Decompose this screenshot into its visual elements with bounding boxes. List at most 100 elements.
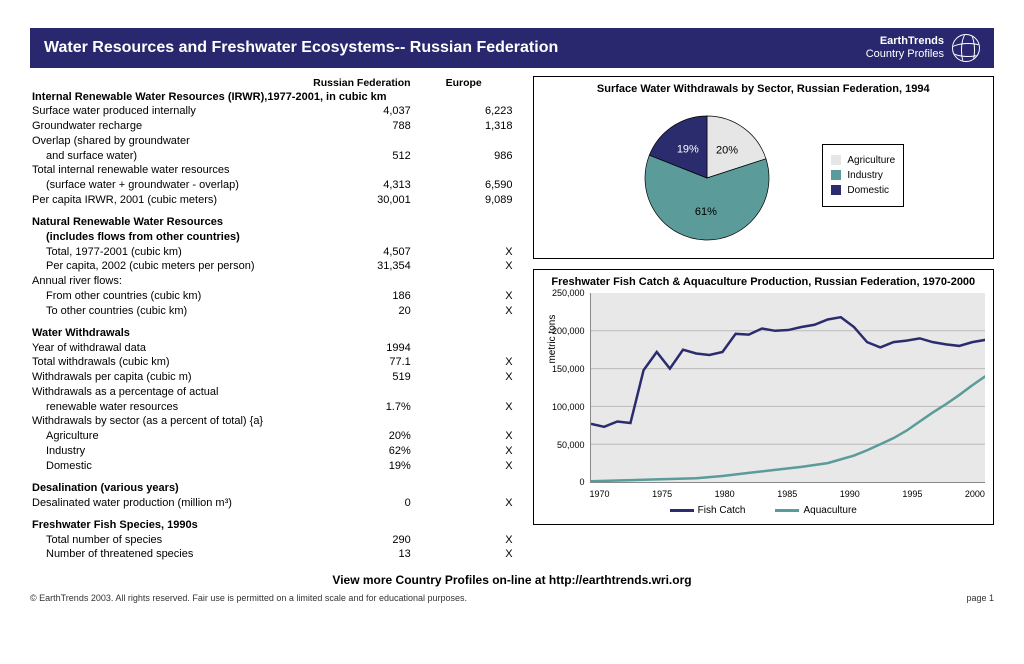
cell: 31,354 (311, 260, 413, 275)
cell: 6,590 (413, 179, 515, 194)
footer-text: View more Country Profiles on-line at (332, 573, 549, 587)
cell: 519 (311, 371, 413, 386)
section-desal: Desalination (various years) (30, 474, 515, 496)
row-label: Total, 1977-2001 (cubic km) (30, 245, 311, 260)
brand-line1: EarthTrends (866, 35, 944, 48)
cell: X (413, 496, 515, 511)
cell: X (413, 245, 515, 260)
row-label: Desalinated water production (million m³… (30, 496, 311, 511)
row-label: Withdrawals as a percentage of actual (30, 385, 311, 400)
row-label: Groundwater recharge (30, 120, 311, 135)
cell: 20 (311, 304, 413, 319)
subhead: (includes flows from other countries) (30, 230, 515, 245)
data-table-region: Russian Federation Europe Internal Renew… (30, 76, 515, 563)
cell: 1,318 (413, 120, 515, 135)
cell: 290 (311, 533, 413, 548)
pie-chart: 20% 61% 19% (622, 100, 792, 250)
cell: X (413, 459, 515, 474)
section-natural: Natural Renewable Water Resources (30, 208, 515, 230)
legend-label: Domestic (847, 185, 889, 196)
row-label: Surface water produced internally (30, 105, 311, 120)
row-label: Per capita IRWR, 2001 (cubic meters) (30, 193, 311, 208)
copyright-text: © EarthTrends 2003. All rights reserved.… (30, 593, 467, 603)
cell: 4,037 (311, 105, 413, 120)
stats-table: Russian Federation Europe Internal Renew… (30, 76, 515, 563)
line-chart-legend: Fish Catch Aquaculture (542, 505, 985, 516)
cell: 30,001 (311, 193, 413, 208)
page-title: Water Resources and Freshwater Ecosystem… (44, 39, 558, 57)
svg-text:19%: 19% (677, 144, 699, 156)
cell: X (413, 289, 515, 304)
section-fish: Freshwater Fish Species, 1990s (30, 511, 515, 533)
cell: X (413, 533, 515, 548)
footer-link[interactable]: http://earthtrends.wri.org (549, 573, 692, 587)
cell: X (413, 400, 515, 415)
cell: X (413, 371, 515, 386)
legend-swatch-fishcatch (670, 509, 694, 512)
cell: 0 (311, 496, 413, 511)
cell: 9,089 (413, 193, 515, 208)
cell: 13 (311, 548, 413, 563)
cell: X (413, 430, 515, 445)
line-chart-svg (591, 293, 985, 482)
cell: X (413, 260, 515, 275)
globe-icon (952, 34, 980, 62)
row-label: Annual river flows: (30, 275, 311, 290)
svg-text:61%: 61% (695, 206, 717, 218)
legend-swatch-domestic (831, 185, 841, 195)
line-chart-plot: metric tons 050,000100,000150,000200,000… (590, 293, 985, 483)
row-label: To other countries (cubic km) (30, 304, 311, 319)
cell: 512 (311, 149, 413, 164)
legend-swatch-industry (831, 170, 841, 180)
cell: X (413, 356, 515, 371)
row-label: renewable water resources (30, 400, 311, 415)
pie-chart-title: Surface Water Withdrawals by Sector, Rus… (542, 83, 985, 96)
cell: 77.1 (311, 356, 413, 371)
line-chart-title: Freshwater Fish Catch & Aquaculture Prod… (542, 276, 985, 289)
cell: 19% (311, 459, 413, 474)
legend-label: Aquaculture (803, 505, 856, 516)
row-label: Total number of species (30, 533, 311, 548)
brand-block: EarthTrends Country Profiles (866, 34, 980, 62)
row-label: Agriculture (30, 430, 311, 445)
row-label: and surface water) (30, 149, 311, 164)
header-bar: Water Resources and Freshwater Ecosystem… (30, 28, 994, 68)
line-chart-box: Freshwater Fish Catch & Aquaculture Prod… (533, 269, 994, 525)
cell: X (413, 548, 515, 563)
footer-link-line: View more Country Profiles on-line at ht… (30, 573, 994, 587)
col-header-europe: Europe (413, 76, 515, 90)
row-label: Number of threatened species (30, 548, 311, 563)
legend-label: Agriculture (847, 155, 895, 166)
pie-chart-box: Surface Water Withdrawals by Sector, Rus… (533, 76, 994, 259)
page-number: page 1 (966, 593, 994, 603)
row-label: From other countries (cubic km) (30, 289, 311, 304)
row-label: Withdrawals by sector (as a percent of t… (30, 415, 311, 430)
cell: 20% (311, 430, 413, 445)
cell: 1.7% (311, 400, 413, 415)
row-label: (surface water + groundwater - overlap) (30, 179, 311, 194)
x-axis-ticks: 1970197519801985199019952000 (590, 487, 985, 499)
legend-swatch-agriculture (831, 155, 841, 165)
cell: 1994 (311, 341, 413, 356)
legend-label: Fish Catch (698, 505, 746, 516)
cell: 186 (311, 289, 413, 304)
row-label: Overlap (shared by groundwater (30, 134, 311, 149)
section-irwr: Internal Renewable Water Resources (IRWR… (30, 90, 515, 105)
row-label: Domestic (30, 459, 311, 474)
row-label: Industry (30, 444, 311, 459)
cell: 4,313 (311, 179, 413, 194)
row-label: Year of withdrawal data (30, 341, 311, 356)
pie-legend: Agriculture Industry Domestic (822, 144, 904, 207)
row-label: Per capita, 2002 (cubic meters per perso… (30, 260, 311, 275)
col-header-russia: Russian Federation (311, 76, 413, 90)
cell: 986 (413, 149, 515, 164)
row-label: Total withdrawals (cubic km) (30, 356, 311, 371)
svg-text:20%: 20% (716, 145, 738, 157)
cell: X (413, 304, 515, 319)
cell (413, 341, 515, 356)
section-withdrawals: Water Withdrawals (30, 319, 515, 341)
brand-line2: Country Profiles (866, 48, 944, 61)
row-label: Total internal renewable water resources (30, 164, 311, 179)
legend-swatch-aquaculture (775, 509, 799, 512)
legend-label: Industry (847, 170, 883, 181)
